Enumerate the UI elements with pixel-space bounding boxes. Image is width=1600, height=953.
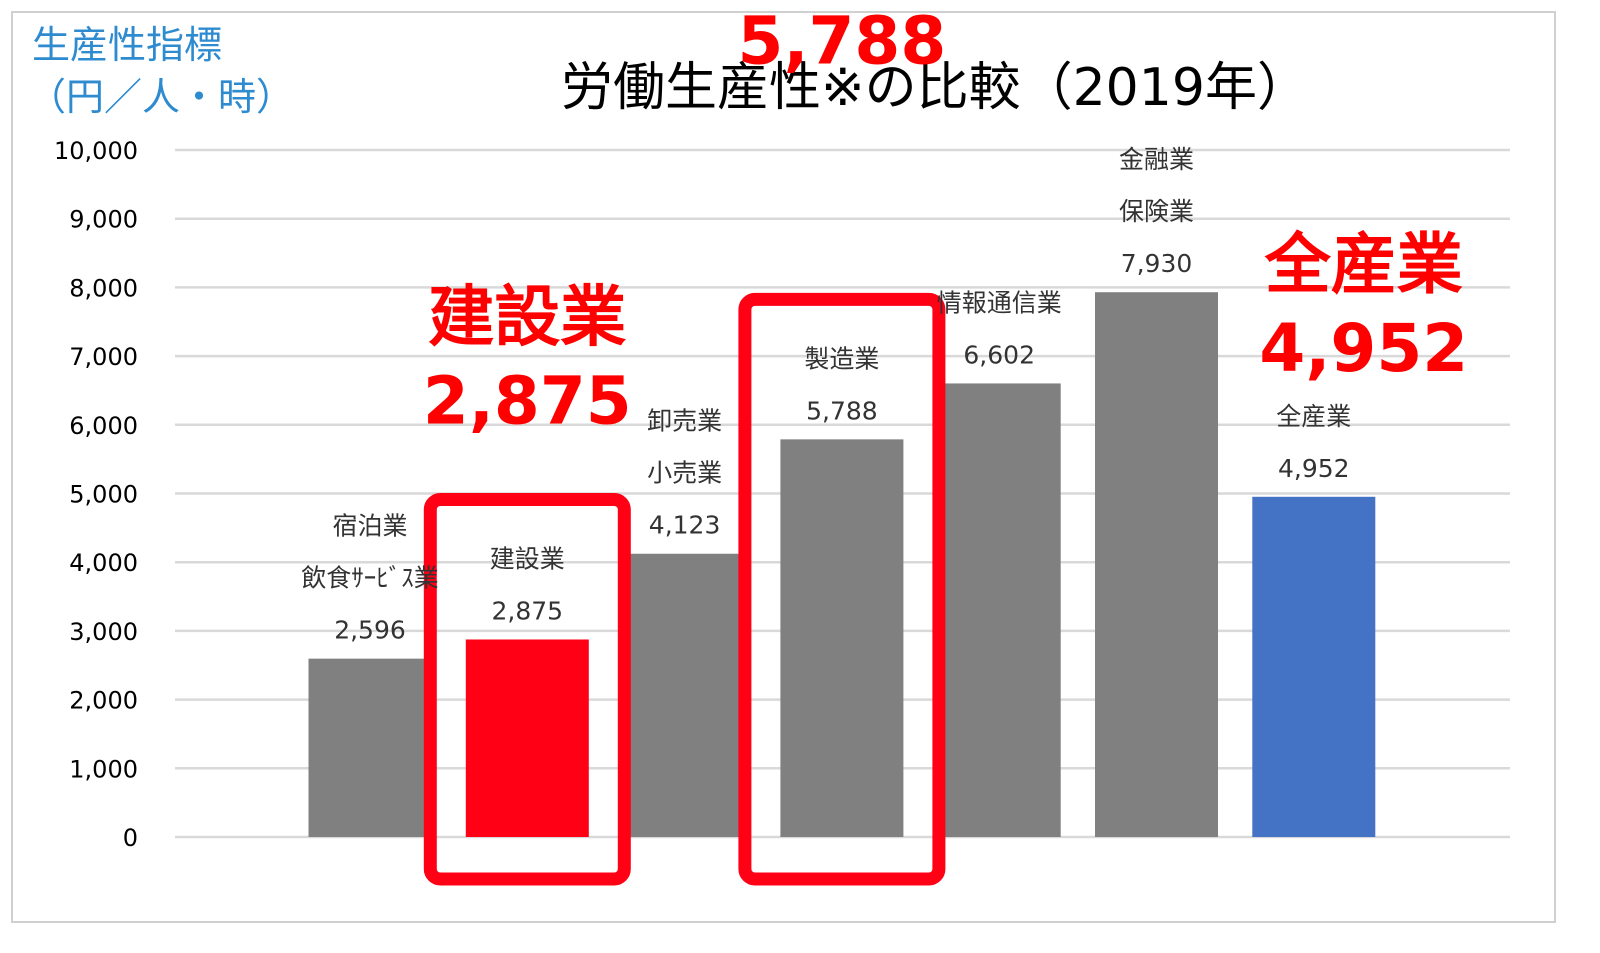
category-label: 宿泊業 <box>332 512 407 541</box>
data-value-label: 2,875 <box>492 596 564 625</box>
category-label: 飲食ｻｰﾋﾞｽ業 <box>301 564 439 593</box>
highlight-box <box>423 492 631 886</box>
bar <box>1095 292 1218 838</box>
chart-title: 労働生産性※の比較（2019年） <box>561 58 1309 118</box>
data-value-label: 7,930 <box>1121 249 1193 278</box>
callout-value: 5,788 <box>738 2 947 79</box>
y-tick-label: 7,000 <box>69 343 138 371</box>
callout-label: 全産業 <box>1264 226 1463 303</box>
data-value-label: 4,952 <box>1278 454 1350 483</box>
callout-value: 2,875 <box>423 362 632 439</box>
category-label: 全産業 <box>1276 402 1351 431</box>
y-tick-label: 1,000 <box>69 755 138 783</box>
y-tick-label: 3,000 <box>69 618 138 646</box>
callout-value: 4,952 <box>1259 310 1468 387</box>
category-label: 小売業 <box>647 459 722 488</box>
category-label: 金融業 <box>1119 145 1194 174</box>
y-tick-label: 4,000 <box>69 549 138 577</box>
y-axis-label-line2: （円／人・時） <box>28 75 294 119</box>
callout-label: 建設業 <box>428 278 626 355</box>
data-value-label: 6,602 <box>963 340 1035 369</box>
bar <box>465 639 589 837</box>
highlight-box <box>738 292 946 886</box>
category-label: 建設業 <box>490 544 565 573</box>
bar <box>937 383 1061 837</box>
y-tick-label: 10,000 <box>54 137 138 165</box>
bar <box>308 658 432 837</box>
y-tick-label: 9,000 <box>69 206 138 234</box>
data-value-label: 2,596 <box>334 616 406 645</box>
data-value-label: 4,123 <box>649 511 721 540</box>
y-tick-label: 0 <box>123 824 138 852</box>
y-tick-label: 6,000 <box>69 412 138 440</box>
y-tick-label: 2,000 <box>69 687 138 715</box>
category-label: 情報通信業 <box>937 288 1062 317</box>
category-label: 卸売業 <box>647 407 722 436</box>
data-value-label: 5,788 <box>806 396 878 425</box>
bar <box>1252 496 1376 837</box>
bar <box>623 553 747 837</box>
y-tick-label: 8,000 <box>69 274 138 302</box>
category-label: 製造業 <box>804 344 879 373</box>
y-tick-label: 5,000 <box>69 481 138 509</box>
category-label: 保険業 <box>1119 197 1194 226</box>
y-axis-label-line1: 生産性指標 <box>32 23 222 67</box>
bar <box>780 439 904 837</box>
